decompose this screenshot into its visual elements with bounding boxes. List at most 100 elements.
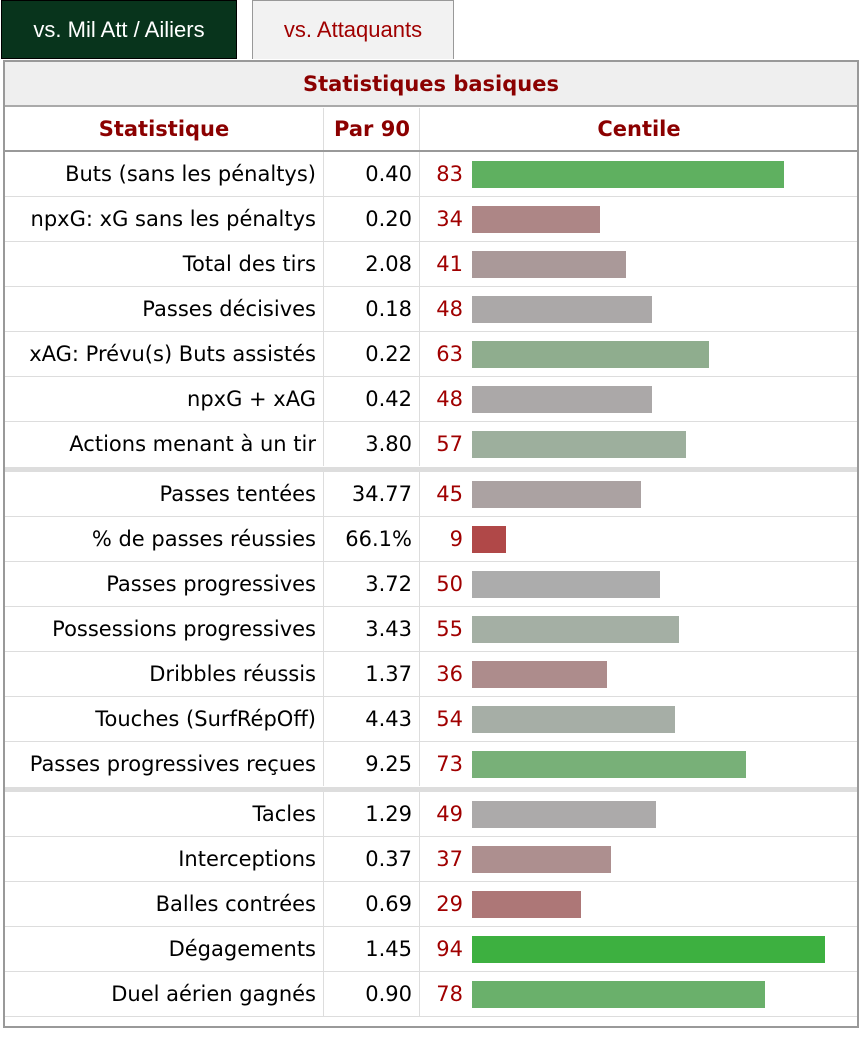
column-divider [419,927,420,971]
header-percentile[interactable]: Centile [597,117,681,141]
tab-bar: vs. Mil Att / Ailiers vs. Attaquants [0,0,866,60]
column-divider [419,882,420,926]
table-row: Passes tentées 34.77 45 [5,472,857,517]
table-row: Passes progressives reçues 9.25 73 [5,742,857,792]
percentile-value: 37 [436,847,463,871]
per90-value: 0.40 [365,162,412,186]
column-divider [419,242,420,286]
percentile-bar [472,706,675,733]
percentile-value: 36 [436,662,463,686]
tab-mil-att-ailiers[interactable]: vs. Mil Att / Ailiers [1,0,237,59]
per90-value: 3.43 [365,617,412,641]
stat-label: Total des tirs [182,252,316,276]
percentile-bar [472,526,506,553]
table-row: Passes progressives 3.72 50 [5,562,857,607]
column-divider [419,652,420,696]
percentile-bar [472,936,825,963]
stat-label: Touches (SurfRépOff) [95,707,316,731]
stat-label: Possessions progressives [52,617,316,641]
per90-value: 0.37 [365,847,412,871]
column-divider [323,927,324,971]
table-row: Dribbles réussis 1.37 36 [5,652,857,697]
column-divider [419,607,420,651]
percentile-bar [472,891,581,918]
stat-label: % de passes réussies [91,527,316,551]
column-divider [323,332,324,376]
column-divider [323,607,324,651]
column-divider [419,472,420,516]
percentile-value: 83 [436,162,463,186]
column-divider [323,792,324,836]
column-divider [323,422,324,466]
table-row: npxG: xG sans les pénaltys 0.20 34 [5,197,857,242]
column-divider [419,562,420,606]
table-row: Duel aérien gagnés 0.90 78 [5,972,857,1017]
header-stat[interactable]: Statistique [98,117,230,141]
column-divider [419,742,420,786]
column-divider [419,792,420,836]
column-divider [323,197,324,241]
percentile-value: 94 [436,937,463,961]
percentile-value: 63 [436,342,463,366]
column-divider [323,517,324,561]
percentile-value: 48 [436,297,463,321]
stat-label: Passes progressives [106,572,316,596]
per90-value: 0.18 [365,297,412,321]
percentile-value: 50 [436,572,463,596]
stat-label: Actions menant à un tir [69,432,316,456]
percentile-value: 41 [436,252,463,276]
column-divider [419,287,420,331]
per90-value: 1.45 [365,937,412,961]
table-row: Buts (sans les pénaltys) 0.40 83 [5,152,857,197]
column-divider [323,972,324,1016]
percentile-value: 57 [436,432,463,456]
column-divider [323,377,324,421]
column-divider [323,697,324,741]
stat-label: Interceptions [178,847,316,871]
per90-value: 3.72 [365,572,412,596]
stat-label: Tacles [252,802,316,826]
percentile-bar [472,616,679,643]
table-row: Total des tirs 2.08 41 [5,242,857,287]
column-divider [419,152,420,196]
percentile-value: 73 [436,752,463,776]
column-divider [323,287,324,331]
per90-value: 9.25 [365,752,412,776]
stat-label: Duel aérien gagnés [111,982,316,1006]
per90-value: 0.42 [365,387,412,411]
column-divider [419,377,420,421]
table-row: Tacles 1.29 49 [5,792,857,837]
percentile-value: 54 [436,707,463,731]
per90-value: 0.20 [365,207,412,231]
stat-label: Buts (sans les pénaltys) [65,162,316,186]
column-divider [419,972,420,1016]
percentile-bar [472,161,784,188]
column-divider [323,242,324,286]
percentile-bar [472,296,652,323]
percentile-bar [472,206,600,233]
stat-label: Dribbles réussis [149,662,316,686]
column-divider [323,562,324,606]
header-per90[interactable]: Par 90 [334,117,410,141]
stat-label: npxG: xG sans les pénaltys [30,207,316,231]
column-divider [419,697,420,741]
table-row: Passes décisives 0.18 48 [5,287,857,332]
percentile-bar [472,801,656,828]
percentile-bar [472,341,709,368]
table-title: Statistiques basiques [5,62,857,107]
per90-value: 0.22 [365,342,412,366]
stat-label: Passes tentées [159,482,317,506]
column-divider [419,332,420,376]
table-row: xAG: Prévu(s) Buts assistés 0.22 63 [5,332,857,377]
stat-label: xAG: Prévu(s) Buts assistés [29,342,316,366]
percentile-bar [472,431,686,458]
percentile-value: 55 [436,617,463,641]
percentile-bar [472,251,626,278]
stat-label: Dégagements [168,937,316,961]
percentile-value: 78 [436,982,463,1006]
percentile-value: 48 [436,387,463,411]
stat-label: Passes progressives reçues [29,752,316,776]
per90-value: 4.43 [365,707,412,731]
tab-attaquants[interactable]: vs. Attaquants [252,0,454,59]
per90-value: 0.69 [365,892,412,916]
